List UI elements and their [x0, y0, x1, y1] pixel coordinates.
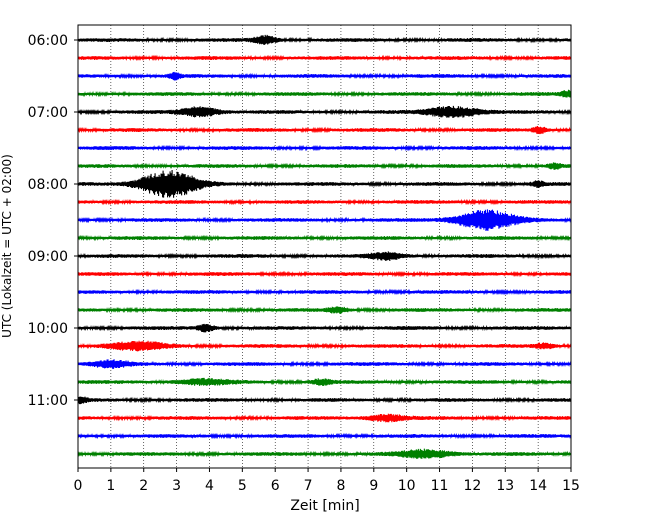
seismogram-trace-1030: [77, 359, 572, 369]
y-tick-label: 07:00: [28, 105, 68, 121]
seismogram-trace-1015: [77, 340, 572, 352]
y-tick-label: 11:00: [28, 393, 68, 409]
seismogram-trace-1130: [77, 432, 572, 440]
y-axis-label: UTC (Lokalzeit = UTC + 02:00): [0, 154, 14, 338]
seismogram-trace-0945: [77, 306, 572, 315]
x-tick-label: 7: [304, 478, 313, 494]
seismogram-trace-0915: [77, 270, 572, 278]
seismogram-trace-1045: [77, 377, 572, 386]
seismogram-trace-0700: [77, 105, 572, 119]
seismogram-trace-0645: [77, 89, 572, 98]
x-axis-ticks: 0 1 2 3 4 5 6 7 8 9 10 11 12 13 14 15: [74, 468, 580, 494]
seismogram-trace-0600: [77, 34, 572, 45]
grid-lines: [110, 25, 539, 468]
x-tick-label: 8: [336, 478, 345, 494]
x-tick-label: 15: [562, 478, 580, 494]
x-axis-label: Zeit [min]: [290, 498, 359, 514]
x-tick-label: 6: [271, 478, 280, 494]
seismogram-trace-1100: [77, 396, 572, 405]
seismogram-trace-1115: [77, 413, 572, 423]
seismogram-trace-0730: [77, 144, 572, 152]
x-tick-label: 12: [463, 478, 481, 494]
x-tick-label: 11: [431, 478, 449, 494]
x-tick-label: 2: [139, 478, 148, 494]
y-tick-label: 08:00: [28, 177, 68, 193]
seismogram-trace-0630: [77, 71, 572, 81]
x-tick-label: 1: [106, 478, 115, 494]
seismogram-trace-1145: [77, 448, 572, 459]
x-tick-label: 10: [398, 478, 416, 494]
plot-frame: [77, 24, 572, 469]
seismogram-traces: [77, 34, 572, 459]
seismogram-trace-0900: [77, 251, 572, 262]
seismogram-trace-0930: [77, 288, 572, 296]
y-axis-ticks: 06:00 07:00 08:00 09:00 10:00 11:00: [28, 33, 78, 409]
y-tick-label: 06:00: [28, 33, 68, 49]
x-tick-label: 14: [529, 478, 547, 494]
x-tick-label: 9: [369, 478, 378, 494]
seismogram-trace-0800: [77, 169, 572, 198]
seismogram-trace-0715: [77, 125, 572, 135]
seismogram-trace-0615: [77, 54, 572, 62]
y-tick-label: 09:00: [28, 249, 68, 265]
seismogram-trace-0815: [77, 198, 572, 206]
x-tick-label: 5: [238, 478, 247, 494]
seismogram-trace-1000: [77, 323, 572, 333]
y-tick-label: 10:00: [28, 321, 68, 337]
seismogram-trace-0830: [77, 209, 572, 231]
seismogram-trace-0845: [77, 234, 572, 242]
x-tick-label: 3: [172, 478, 181, 494]
seismogram-trace-0745: [77, 162, 572, 170]
x-tick-label: 0: [74, 478, 83, 494]
x-tick-label: 4: [205, 478, 214, 494]
x-tick-label: 13: [496, 478, 514, 494]
